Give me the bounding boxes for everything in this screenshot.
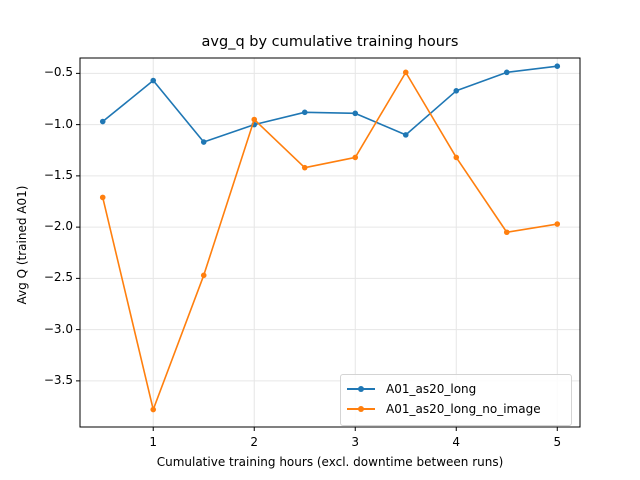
data-point bbox=[301, 164, 308, 171]
axes-frame bbox=[79, 57, 581, 428]
data-point bbox=[301, 109, 308, 116]
series-lines bbox=[99, 63, 561, 413]
data-point bbox=[503, 69, 510, 76]
x-axis-label: Cumulative training hours (excl. downtim… bbox=[156, 455, 504, 469]
tick-label: 3 bbox=[351, 435, 360, 449]
tick-label: −2.0 bbox=[43, 219, 73, 234]
legend-item-series-1: A01_as20_long bbox=[347, 380, 476, 398]
data-point bbox=[150, 77, 157, 84]
data-point bbox=[352, 154, 359, 161]
tick-label: 2 bbox=[250, 435, 259, 449]
tick-label: 4 bbox=[452, 435, 461, 449]
tick-marks bbox=[76, 72, 558, 431]
tick-label: 5 bbox=[553, 435, 562, 449]
legend: A01_as20_long A01_as20_long_no_image bbox=[340, 374, 572, 426]
chart-title: avg_q by cumulative training hours bbox=[201, 34, 459, 50]
legend-item-series-2: A01_as20_long_no_image bbox=[347, 400, 541, 418]
data-point bbox=[99, 118, 106, 125]
y-axis-label: Avg Q (trained A01) bbox=[15, 185, 29, 305]
data-point bbox=[402, 132, 409, 138]
tick-label: −3.0 bbox=[43, 321, 73, 336]
tick-label: −0.5 bbox=[43, 65, 73, 80]
data-point bbox=[402, 69, 409, 76]
data-point bbox=[150, 406, 157, 413]
data-point bbox=[99, 194, 106, 201]
legend-swatch-orange-icon bbox=[347, 404, 375, 414]
tick-label: 1 bbox=[149, 435, 158, 449]
tick-label: −2.5 bbox=[43, 270, 73, 285]
data-point bbox=[554, 221, 561, 227]
data-point bbox=[200, 139, 207, 145]
data-point bbox=[554, 63, 561, 69]
data-point bbox=[200, 272, 207, 279]
data-point bbox=[503, 229, 510, 236]
tick-label: −3.5 bbox=[43, 372, 73, 387]
series-2 bbox=[99, 69, 561, 413]
data-point bbox=[251, 116, 258, 123]
legend-label: A01_as20_long_no_image bbox=[386, 402, 541, 416]
legend-label: A01_as20_long bbox=[386, 382, 477, 396]
series-1 bbox=[99, 63, 561, 145]
tick-label: −1.0 bbox=[43, 116, 73, 131]
legend-swatch-blue-icon bbox=[347, 384, 375, 394]
data-point bbox=[453, 154, 460, 161]
tick-label: −1.5 bbox=[43, 167, 73, 182]
data-point bbox=[352, 110, 359, 117]
data-point bbox=[453, 88, 460, 94]
